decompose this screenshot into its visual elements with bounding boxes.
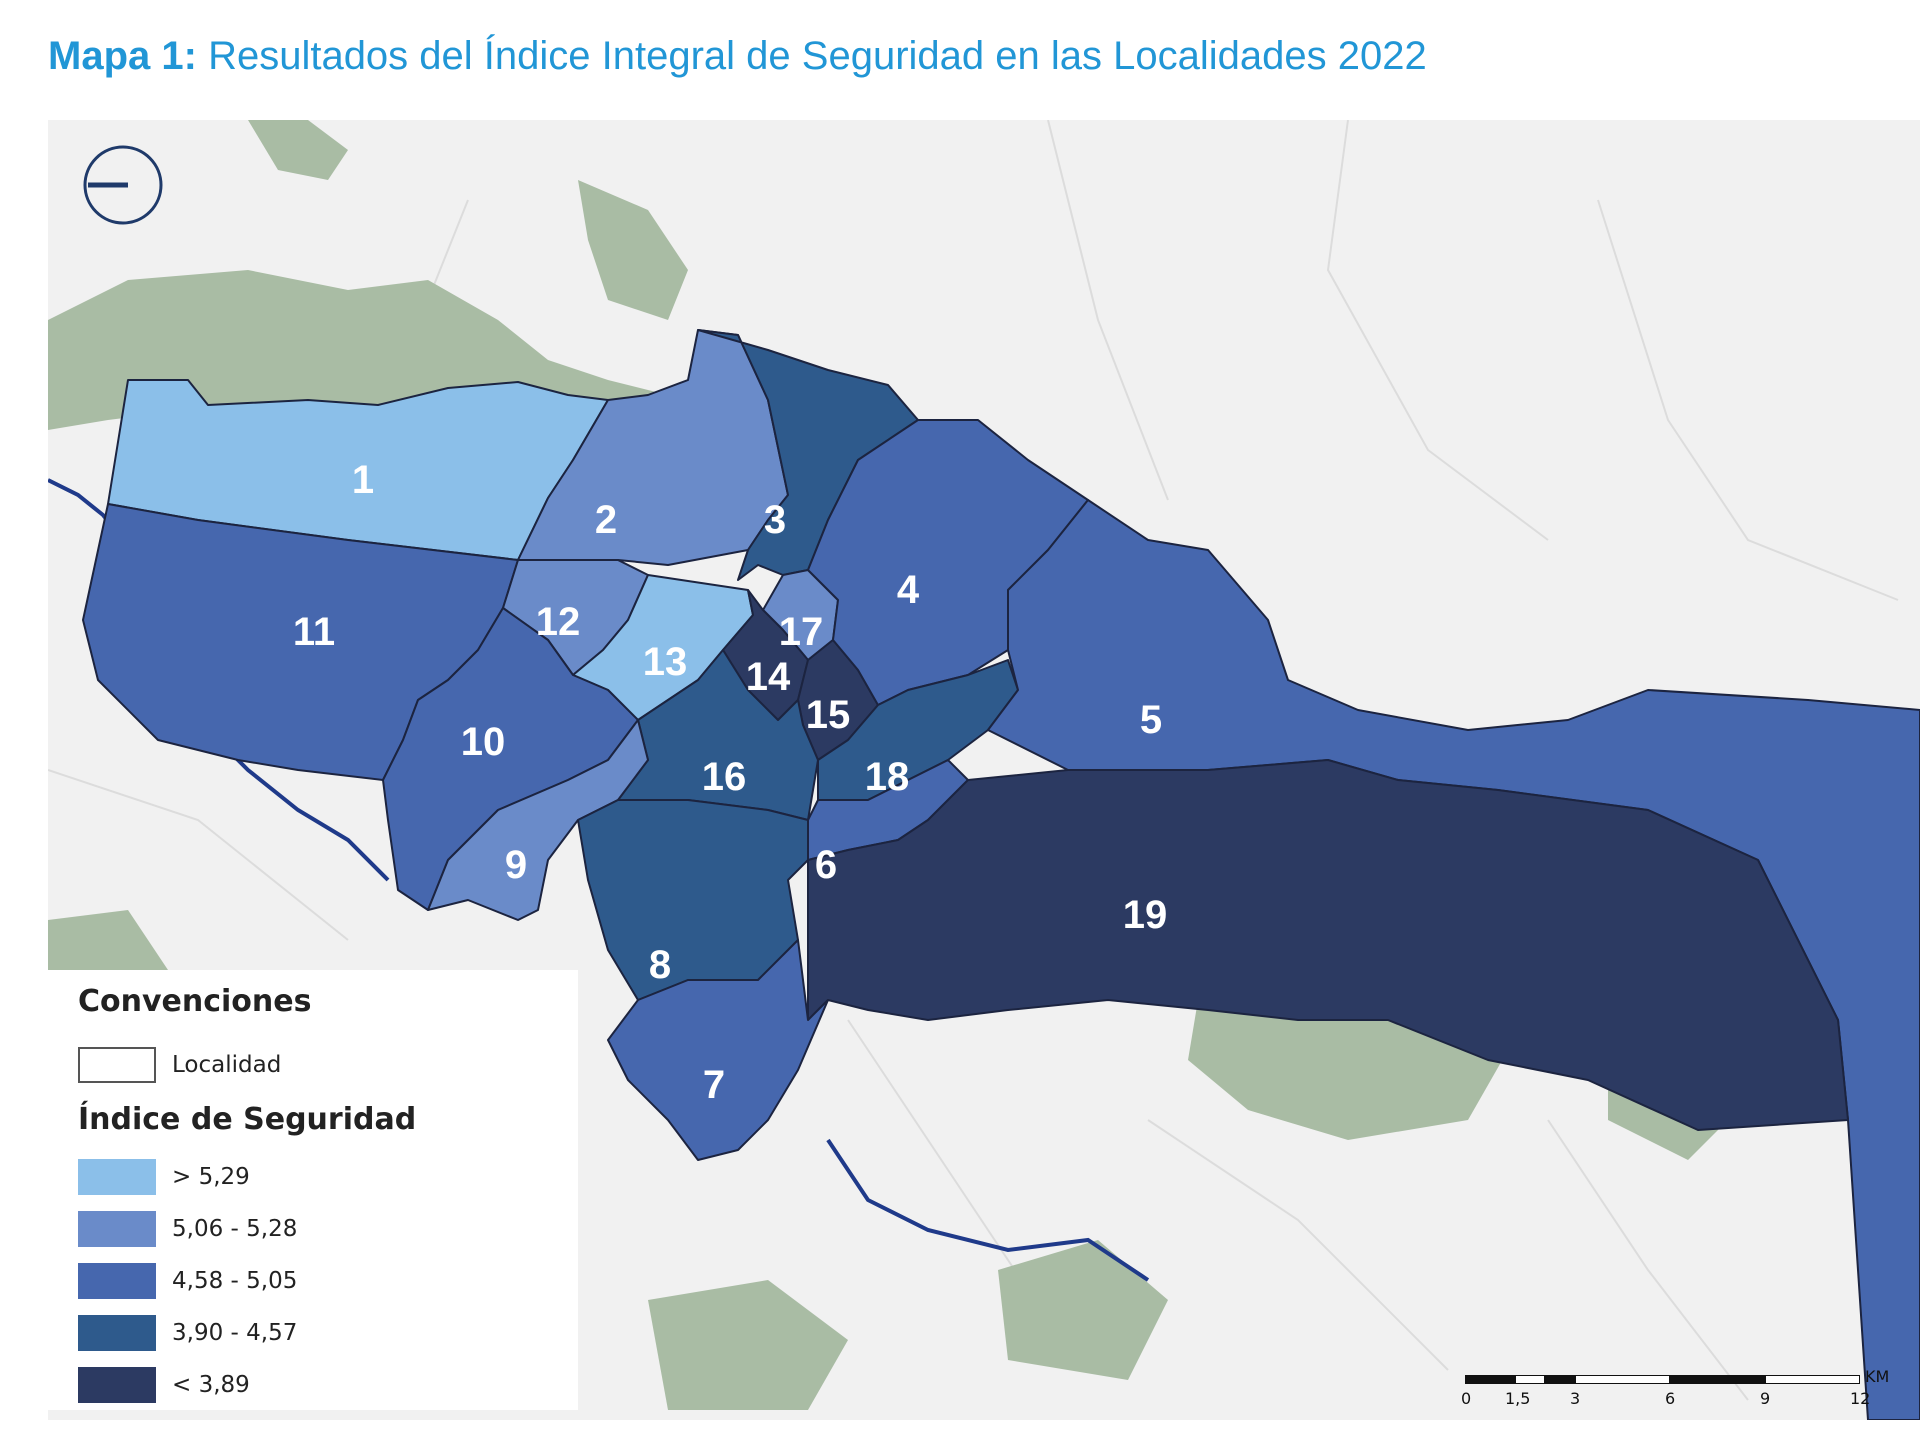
label-18: 18 xyxy=(865,755,910,799)
scale-tick-1: 1,5 xyxy=(1505,1389,1531,1408)
road-network xyxy=(48,120,1899,1401)
label-8: 8 xyxy=(649,943,671,987)
legend-class-row: 4,58 - 5,05 xyxy=(78,1260,297,1302)
map-title-prefix: Mapa 1: xyxy=(48,34,197,78)
label-6: 6 xyxy=(815,843,837,887)
class-swatch-3 xyxy=(78,1263,156,1299)
map-title-text: Resultados del Índice Integral de Seguri… xyxy=(208,34,1427,78)
label-16: 16 xyxy=(702,755,747,799)
legend-class-row: > 5,29 xyxy=(78,1156,250,1198)
class-swatch-2 xyxy=(78,1211,156,1247)
label-13: 13 xyxy=(643,640,688,684)
scale-unit: KM xyxy=(1865,1367,1890,1386)
label-5: 5 xyxy=(1140,698,1162,742)
legend-title-indice: Índice de Seguridad xyxy=(78,1102,417,1137)
label-4: 4 xyxy=(897,568,920,612)
legend-class-row: < 3,89 xyxy=(78,1364,250,1406)
legend-title-convenciones: Convenciones xyxy=(78,984,312,1019)
scale-tick-3: 6 xyxy=(1665,1389,1676,1408)
class-label-1: > 5,29 xyxy=(172,1164,250,1190)
label-1: 1 xyxy=(352,458,374,502)
class-swatch-1 xyxy=(78,1159,156,1195)
legend: Convenciones Localidad Índice de Segurid… xyxy=(48,970,578,1410)
label-12: 12 xyxy=(536,600,581,644)
label-3: 3 xyxy=(764,498,786,542)
legend-class-row: 5,06 - 5,28 xyxy=(78,1208,297,1250)
label-2: 2 xyxy=(595,498,617,542)
label-17: 17 xyxy=(779,610,824,654)
label-19: 19 xyxy=(1123,893,1168,937)
label-7: 7 xyxy=(703,1063,725,1107)
map-title: Mapa 1: Resultados del Índice Integral d… xyxy=(48,34,1427,79)
class-label-2: 5,06 - 5,28 xyxy=(172,1216,298,1242)
label-10: 10 xyxy=(461,720,506,764)
label-9: 9 xyxy=(505,843,527,887)
class-swatch-4 xyxy=(78,1315,156,1351)
locality-label: Localidad xyxy=(172,1052,282,1078)
localities xyxy=(82,329,1920,1420)
north-arrow-icon xyxy=(83,145,163,225)
class-label-5: < 3,89 xyxy=(172,1372,250,1398)
class-label-4: 3,90 - 4,57 xyxy=(172,1320,298,1346)
label-11: 11 xyxy=(293,610,335,654)
scale-tick-0: 0 xyxy=(1461,1389,1472,1408)
locality-swatch xyxy=(78,1047,156,1083)
scale-tick-5: 12 xyxy=(1850,1389,1871,1408)
label-14: 14 xyxy=(746,655,791,699)
locality-7[interactable] xyxy=(607,939,829,1161)
scale-bar: 0 1,5 3 6 9 12 KM xyxy=(1461,1367,1889,1415)
scale-tick-4: 9 xyxy=(1760,1389,1771,1408)
locality-labels: 1 2 3 4 5 6 7 8 9 10 11 12 13 14 15 16 1… xyxy=(293,458,1167,1107)
legend-locality-row: Localidad xyxy=(78,1044,281,1086)
scale-tick-2: 3 xyxy=(1570,1389,1581,1408)
class-swatch-5 xyxy=(78,1367,156,1403)
locality-19[interactable] xyxy=(807,759,1849,1131)
legend-class-row: 3,90 - 4,57 xyxy=(78,1312,297,1354)
label-15: 15 xyxy=(806,693,851,737)
class-label-3: 4,58 - 5,05 xyxy=(172,1268,298,1294)
